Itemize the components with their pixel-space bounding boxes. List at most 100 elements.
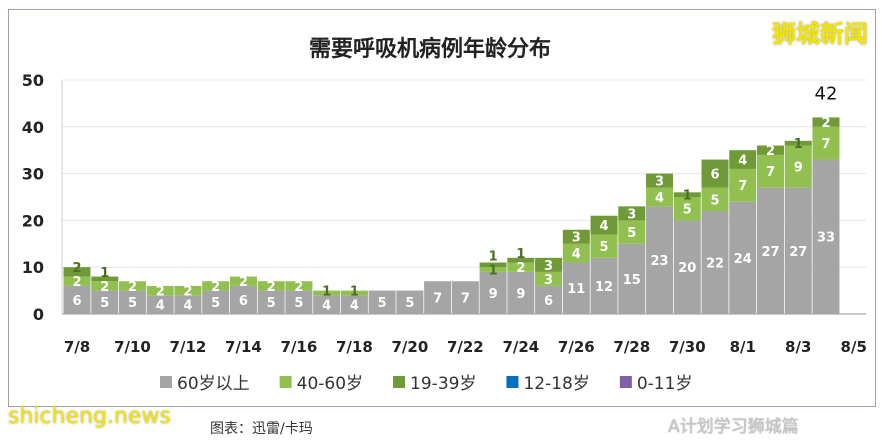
bar-segment xyxy=(368,290,396,314)
data-label: 2 xyxy=(239,275,248,290)
watermark-wechat: A计划学习狮城篇 xyxy=(668,417,799,437)
data-label: 5 xyxy=(267,296,276,311)
annotation-total: 42 xyxy=(815,83,838,104)
legend-label: 19-39岁 xyxy=(410,374,476,394)
chart-frame xyxy=(8,9,876,407)
y-tick-label: 50 xyxy=(22,71,44,90)
data-label: 2 xyxy=(100,280,109,295)
y-tick-label: 40 xyxy=(22,118,44,137)
data-label: 5 xyxy=(211,296,220,311)
bar-segment xyxy=(562,243,590,263)
bar-segment xyxy=(757,154,784,188)
data-label: 4 xyxy=(156,299,165,314)
bar-segment xyxy=(562,229,590,244)
data-label: 5 xyxy=(600,240,609,255)
data-label: 2 xyxy=(183,285,192,300)
bar-segment xyxy=(118,290,146,314)
bar-segment xyxy=(729,168,757,202)
bar-segment xyxy=(313,290,341,296)
data-label: 3 xyxy=(544,259,553,274)
bar-segment xyxy=(701,187,729,212)
bar-segment xyxy=(618,206,646,221)
legend-swatch xyxy=(160,376,172,388)
bar-segment xyxy=(118,281,146,291)
bar-segment xyxy=(479,262,507,268)
data-label: 5 xyxy=(627,226,636,241)
bar-segment xyxy=(91,281,119,291)
data-label: 12 xyxy=(595,280,613,295)
legend-swatch xyxy=(393,376,406,388)
bar-segment xyxy=(146,285,174,296)
data-label: 23 xyxy=(650,254,668,269)
bar-segment xyxy=(146,295,174,314)
data-label: 6 xyxy=(72,294,81,309)
bar-segment xyxy=(673,192,701,197)
legend-label: 12-18岁 xyxy=(523,374,589,394)
x-tick-label: 7/14 xyxy=(225,338,262,356)
data-label: 2 xyxy=(516,261,525,276)
data-label: 20 xyxy=(678,261,696,276)
x-tick-label: 7/28 xyxy=(613,338,650,356)
data-label: 3 xyxy=(655,175,664,190)
data-label: 2 xyxy=(294,280,303,295)
bar-segment xyxy=(257,281,285,291)
data-label: 5 xyxy=(100,296,109,311)
bar-segment xyxy=(451,281,479,314)
data-label: 15 xyxy=(623,273,641,288)
x-tick-label: 7/16 xyxy=(281,338,318,356)
bar-segment xyxy=(812,126,840,160)
bar-segment xyxy=(673,197,701,221)
data-label: 2 xyxy=(156,285,165,300)
data-label: 7 xyxy=(461,292,470,307)
bar-segment xyxy=(673,220,701,314)
bar-segment xyxy=(646,206,674,314)
bar-segment xyxy=(63,285,91,314)
bar-segment xyxy=(202,290,230,314)
bar-segment xyxy=(174,295,202,314)
x-tick-label: 8/1 xyxy=(730,338,756,356)
data-label: 24 xyxy=(734,252,752,267)
bar-segment xyxy=(535,257,563,272)
bar-segment xyxy=(229,276,257,286)
y-tick-label: 20 xyxy=(22,211,44,230)
data-label: 6 xyxy=(544,294,553,309)
bar-segment xyxy=(701,211,729,314)
bar-segment xyxy=(507,257,535,263)
legend-label: 60岁以上 xyxy=(177,374,250,394)
data-label: 4 xyxy=(350,299,359,314)
x-tick-label: 7/12 xyxy=(170,338,207,356)
x-tick-label: 7/30 xyxy=(669,338,706,356)
bar-segment xyxy=(257,290,285,314)
data-label: 4 xyxy=(738,154,747,169)
bar-segment xyxy=(729,201,757,314)
bar-segment xyxy=(91,276,119,282)
bar-segment xyxy=(590,215,618,235)
data-label: 3 xyxy=(627,207,636,222)
data-label: 1 xyxy=(322,285,331,300)
bar-segment xyxy=(757,187,784,314)
bar-segment xyxy=(424,281,452,314)
bar-segment xyxy=(784,187,812,314)
bar-segment xyxy=(340,295,368,314)
data-label: 5 xyxy=(710,193,719,208)
data-label: 2 xyxy=(72,261,81,276)
bar-segment xyxy=(590,234,618,258)
data-label: 6 xyxy=(710,168,719,183)
data-label: 5 xyxy=(378,296,387,311)
data-label: 2 xyxy=(128,280,137,295)
data-label: 33 xyxy=(817,231,835,246)
bar-segment xyxy=(285,281,313,291)
bar-segment xyxy=(507,271,535,314)
data-label: 2 xyxy=(211,280,220,295)
bar-segment xyxy=(701,159,729,188)
data-label: 5 xyxy=(128,296,137,311)
data-label: 27 xyxy=(789,245,807,260)
data-label: 9 xyxy=(516,287,525,302)
y-tick-label: 0 xyxy=(33,305,44,324)
data-label: 2 xyxy=(766,144,775,159)
data-label: 2 xyxy=(821,116,830,131)
bar-segment xyxy=(229,285,257,314)
data-label: 1 xyxy=(683,189,692,204)
data-label: 3 xyxy=(544,273,553,288)
